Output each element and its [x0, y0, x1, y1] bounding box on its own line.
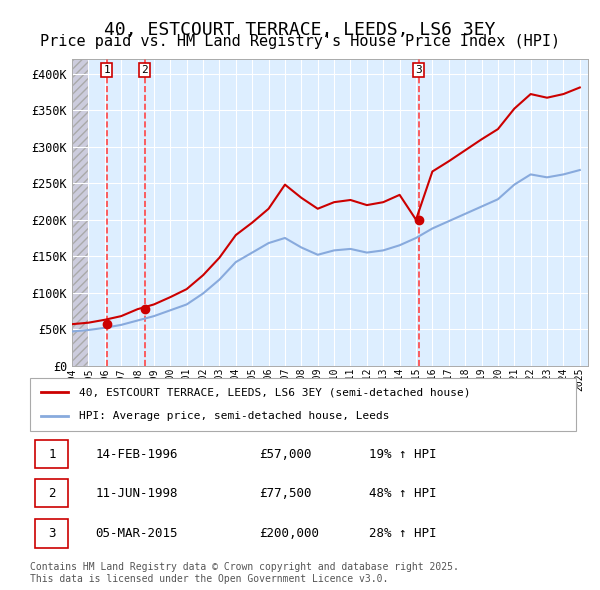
Bar: [72, 59, 88, 366]
Text: 48% ↑ HPI: 48% ↑ HPI: [368, 487, 436, 500]
Text: 2: 2: [48, 487, 56, 500]
FancyBboxPatch shape: [35, 440, 68, 468]
Text: Contains HM Land Registry data © Crown copyright and database right 2025.
This d: Contains HM Land Registry data © Crown c…: [30, 562, 459, 584]
Text: 3: 3: [415, 65, 422, 75]
Text: £57,000: £57,000: [259, 448, 312, 461]
Text: 19% ↑ HPI: 19% ↑ HPI: [368, 448, 436, 461]
Text: £200,000: £200,000: [259, 527, 319, 540]
Text: Price paid vs. HM Land Registry's House Price Index (HPI): Price paid vs. HM Land Registry's House …: [40, 34, 560, 49]
Text: £77,500: £77,500: [259, 487, 312, 500]
FancyBboxPatch shape: [35, 519, 68, 548]
Text: 14-FEB-1996: 14-FEB-1996: [95, 448, 178, 461]
Text: 28% ↑ HPI: 28% ↑ HPI: [368, 527, 436, 540]
Text: 40, ESTCOURT TERRACE, LEEDS, LS6 3EY (semi-detached house): 40, ESTCOURT TERRACE, LEEDS, LS6 3EY (se…: [79, 388, 470, 398]
Text: HPI: Average price, semi-detached house, Leeds: HPI: Average price, semi-detached house,…: [79, 411, 389, 421]
FancyBboxPatch shape: [35, 479, 68, 507]
FancyBboxPatch shape: [30, 378, 576, 431]
Text: 11-JUN-1998: 11-JUN-1998: [95, 487, 178, 500]
Text: 1: 1: [48, 448, 56, 461]
Text: 05-MAR-2015: 05-MAR-2015: [95, 527, 178, 540]
Text: 1: 1: [103, 65, 110, 75]
Text: 40, ESTCOURT TERRACE, LEEDS, LS6 3EY: 40, ESTCOURT TERRACE, LEEDS, LS6 3EY: [104, 21, 496, 39]
Text: 2: 2: [142, 65, 148, 75]
Text: 3: 3: [48, 527, 56, 540]
